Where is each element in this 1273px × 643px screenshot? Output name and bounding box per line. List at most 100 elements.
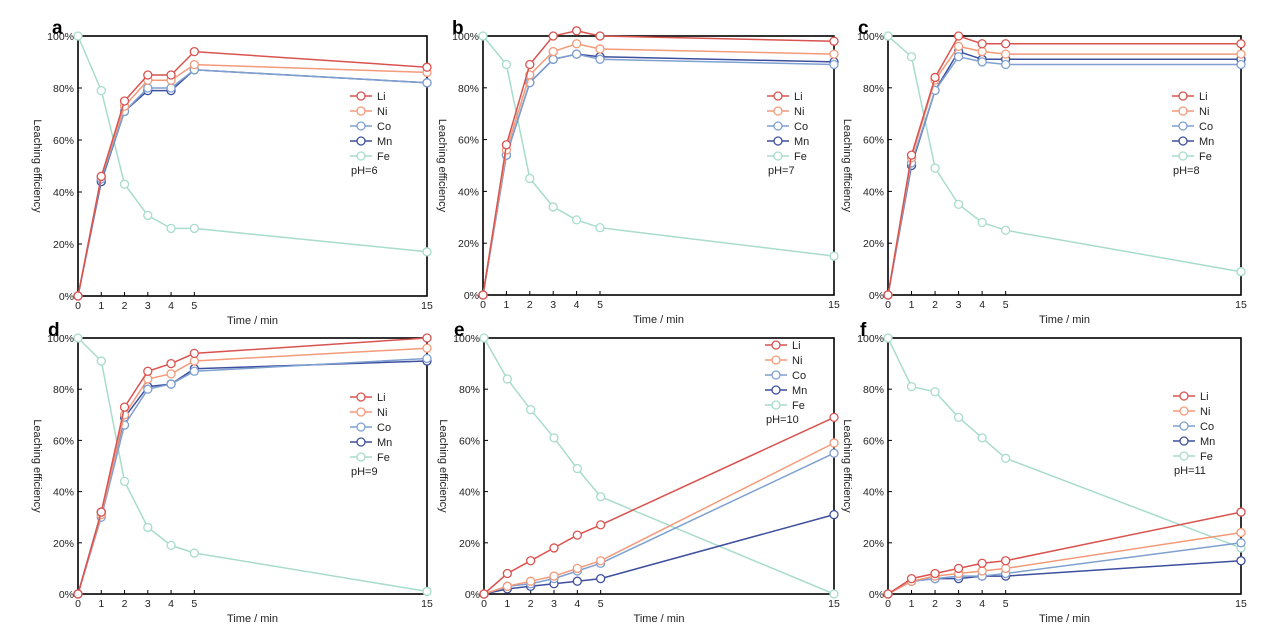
y-tick-label: 0% <box>869 290 884 302</box>
x-tick-label: 0 <box>75 300 81 312</box>
y-tick-label: 0% <box>464 290 479 302</box>
data-point-co <box>571 49 582 59</box>
legend-label: Ni <box>377 407 387 419</box>
data-point-co <box>1236 538 1246 548</box>
data-point-ni <box>1236 527 1246 538</box>
ph-label: pH=6 <box>351 165 378 177</box>
series-line-li <box>482 30 835 296</box>
legend-label: Li <box>792 340 801 352</box>
legend-marker <box>356 422 366 432</box>
x-tick-label: 5 <box>597 299 603 311</box>
x-tick-label: 1 <box>98 598 104 610</box>
data-point-ni <box>502 581 512 591</box>
plot-frame <box>887 35 1242 296</box>
data-point-fe <box>549 433 559 443</box>
x-tick-label: 1 <box>909 598 915 610</box>
plot-frame <box>77 35 428 297</box>
legend-marker <box>773 91 783 101</box>
panel-b: b 0% 20% 40% 60% 80% 100% 0 1 2 3 4 5 15 Time / min Lea… <box>436 18 840 326</box>
y-tick-label: 20% <box>458 238 479 250</box>
y-tick-label: 80% <box>459 384 480 396</box>
legend-label: Li <box>377 392 386 404</box>
x-axis-label: Time / min <box>1039 613 1090 625</box>
x-tick-label: 15 <box>1235 598 1247 610</box>
data-point-li <box>1236 39 1246 49</box>
data-point-li <box>548 31 558 41</box>
legend-label: Fe <box>792 400 805 412</box>
data-point-li <box>977 39 987 49</box>
series-line-ni <box>77 63 428 297</box>
data-point-li <box>572 530 582 540</box>
data-point-ni <box>977 46 987 57</box>
data-point-co <box>829 59 839 70</box>
x-tick-label: 3 <box>145 598 151 610</box>
legend-label: Fe <box>794 151 807 163</box>
x-tick-label: 4 <box>979 598 985 610</box>
x-tick-label: 1 <box>909 299 915 311</box>
legend-label: Li <box>377 91 386 103</box>
y-tick-label: 100% <box>452 31 479 43</box>
data-point-fe <box>422 247 432 257</box>
x-tick-label: 4 <box>168 300 174 312</box>
data-point-fe <box>189 223 199 234</box>
y-tick-label: 80% <box>863 384 884 396</box>
data-point-fe <box>143 522 153 533</box>
data-point-ni <box>829 49 839 59</box>
data-point-co <box>1001 59 1011 70</box>
data-point-li <box>525 59 535 70</box>
data-point-li <box>930 72 940 83</box>
legend-label: Fe <box>1199 151 1212 163</box>
x-tick-label: 0 <box>75 598 81 610</box>
legend-marker <box>356 151 366 161</box>
x-tick-label: 5 <box>598 598 604 610</box>
legend-label: Li <box>794 91 803 103</box>
data-point-fe <box>930 387 940 397</box>
data-point-co <box>422 78 432 88</box>
data-point-ni <box>1001 49 1011 59</box>
x-tick-label: 2 <box>528 598 534 610</box>
x-tick-label: 5 <box>1003 598 1009 610</box>
legend-marker <box>1179 406 1189 416</box>
data-point-fe <box>883 31 893 41</box>
legend: Li Ni Co Mn Fe <box>767 91 809 163</box>
x-tick-label: 4 <box>574 299 580 311</box>
y-tick-label: 20% <box>863 538 884 550</box>
data-point-co <box>977 57 987 67</box>
data-point-li <box>549 543 559 553</box>
data-point-li <box>166 70 176 80</box>
plot-frame <box>482 35 835 296</box>
ph-label: pH=9 <box>351 466 378 478</box>
legend-label: Ni <box>792 355 802 367</box>
y-tick-label: 0% <box>465 589 480 601</box>
data-point-fe <box>501 59 512 70</box>
y-tick-label: 20% <box>459 538 480 550</box>
ph-label: pH=8 <box>1173 165 1200 177</box>
legend-label: Ni <box>794 106 804 118</box>
data-point-fe <box>526 405 536 415</box>
data-point-fe <box>930 163 940 173</box>
x-tick-label: 3 <box>551 598 557 610</box>
legend-label: Co <box>377 422 391 434</box>
legend-marker <box>356 121 366 131</box>
legend-marker <box>356 106 366 116</box>
legend-marker <box>771 355 781 365</box>
legend-marker <box>773 136 783 146</box>
data-point-fe <box>166 540 176 551</box>
x-tick-label: 5 <box>1003 299 1009 311</box>
x-tick-label: 1 <box>98 300 104 312</box>
legend-label: Mn <box>377 437 392 449</box>
panel-e: e 0% 20% 40% 60% 80% 100% 0 1 2 3 4 5 15 Time / min Lea… <box>437 320 840 625</box>
data-point-fe <box>977 217 987 228</box>
series-line-co <box>887 542 1242 595</box>
data-point-li <box>596 520 606 530</box>
data-point-ni <box>596 556 606 566</box>
x-tick-label: 3 <box>145 300 151 312</box>
series-line-fe <box>483 337 835 595</box>
data-point-li <box>1001 39 1011 49</box>
data-point-fe <box>525 173 535 184</box>
data-point-li <box>73 589 83 599</box>
data-point-fe <box>143 210 153 221</box>
ph-label: pH=11 <box>1174 465 1206 477</box>
legend-label: Fe <box>377 151 390 163</box>
